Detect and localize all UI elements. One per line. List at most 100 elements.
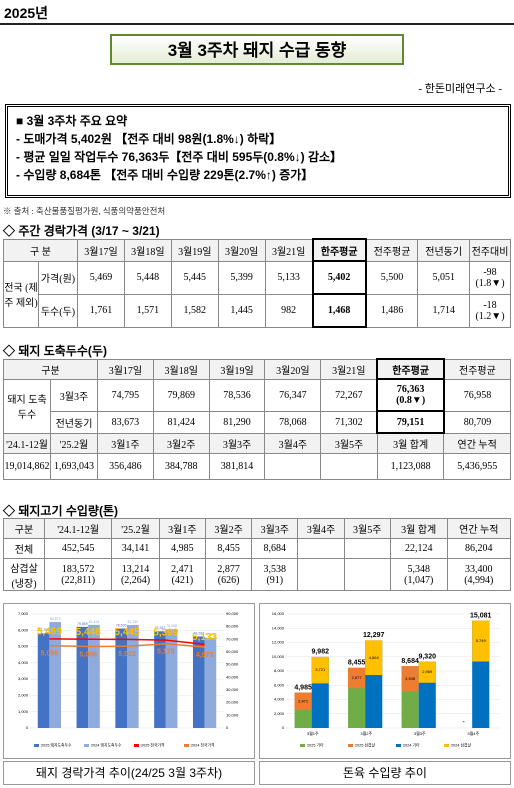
row: 전년동기 83,673 81,424 81,290 78,068 71,302 79,151… [4,410,511,434]
cell: 3월18일 [152,358,210,380]
cell: 356,486 [97,452,154,480]
y-tick-label: 5,000 [18,644,29,649]
cell-text: 연간 누적 [459,525,499,536]
row: 구분 3월17일 3월18일 3월19일 3월20일 3월21일 한주평균 전주평균 [3,358,511,380]
cell-text: 4,985 [171,543,194,554]
cell: 5,469 [77,260,125,295]
bar-label: 4,985 [294,684,312,691]
chart-caption: 돈육 수입량 추이 [259,761,511,785]
cell: '24.1-12월 [3,432,51,454]
cell: 3월 합계 [389,518,448,539]
x-tick-label: 3월1주 [307,730,319,736]
cell: 3월19일 [208,358,266,380]
bar-label: 81,290 [127,620,138,624]
row: 19,014,862 1,693,043 356,486 384,788 381,814… [3,452,511,480]
row: '24.1-12월 '25.2월 3월1주 3월2주 3월3주 3월4주 3월5주 3월 합계… [3,432,511,454]
cell: 2,471 (421) [158,558,206,591]
cell-text: (2,264) [120,574,151,586]
segment-label: 2,877 [352,675,363,680]
cell-text: 두수(두) [40,307,76,318]
bar [192,636,205,728]
cell: 가격(원) [38,260,78,295]
cell: 전년동기 [417,238,470,262]
cell-text: 81,290 [223,416,251,428]
y-tick-label: 14,000 [272,625,285,630]
segment-label: 2,969 [422,669,433,674]
cell: 80,709 [443,410,511,434]
y-tick-label: 7,000 [18,611,29,616]
cell [320,452,378,480]
cell-text: 34,141 [121,543,150,554]
cell-text: 전주대비 [471,246,509,258]
cell: 71,302 [320,410,378,434]
cell: 78,068 [264,410,322,434]
cell-text: 3월17일 [84,246,118,258]
cell-text: 5,133 [277,272,300,283]
cell-text: 3월19일 [178,246,212,258]
point-label: 5,022 [118,651,136,658]
legend-label: 2025 전국가격 [141,743,165,748]
price-chart: 0 1,000 2,000 3,000 4,000 5,000 6,000 7,000 0 10,… [3,603,255,759]
legend-label: 2024 전국가격 [191,743,215,748]
bar-segment [418,661,436,683]
x-tick-label: 3월4주 [467,730,479,736]
summary: ■ 3월 3주차 주요 요약 - 도매가격 5,402원 【전주 대비 98원(… [5,104,511,198]
segment-label: 3,721 [315,667,326,672]
cell-text: 384,788 [164,460,198,472]
cell-text: 3월1주 [168,525,197,536]
cell: 384,788 [152,452,210,480]
cell: 구 분 [3,238,78,262]
segment-label: 4,864 [369,655,380,660]
cell-text: 81,424 [167,416,195,428]
legend-swatch [34,744,39,747]
cell-text: 76,363 [396,384,425,395]
cell: 연간 누적 [443,432,511,454]
cell: 76,958 [443,378,511,412]
cell: 2,877 (626) [204,558,253,591]
cell: '25.2월 [111,518,160,539]
cell-text: 356,486 [109,460,142,472]
cell: 3월1주 [97,432,154,454]
cell-text: 3월 합계 [401,525,437,536]
cell: 전주대비 [469,238,511,262]
cell: 34,141 [111,538,160,559]
cell-text: 전년동기 [55,418,93,430]
cell: 전년동기 [50,410,98,434]
bar-label: 76,347 [155,626,166,630]
cell-text: 3월17일 [108,365,143,377]
cell-text: 8,455 [217,543,240,554]
cell-text: 452,545 [61,543,95,554]
cell: 3월21일 [320,358,378,380]
cell-text: 5,051 [432,272,455,283]
cell: 3월5주 [320,432,378,454]
cell: 3월21일 [264,238,314,262]
row: 구 분 3월17일 3월18일 3월19일 3월20일 3월21일 한주평균 전주평균 전년동기… [3,238,511,262]
y-tick-label: 10,000 [272,654,285,659]
y2-tick-label: 50,000 [226,662,239,667]
point-label: 5,448 [76,627,101,638]
cell-text: 구분 [14,525,34,536]
y-tick-label: 2,000 [274,711,285,716]
point-label: 5,133 [192,632,217,643]
cell-text: 1,761 [89,305,113,316]
legend-swatch [396,744,401,747]
cell: -98 (1.8▼) [469,260,511,295]
cell: 한주평균 [376,358,445,380]
legend-swatch [84,744,89,747]
legend-swatch [348,744,353,747]
cell-text: 71,302 [335,416,363,428]
y2-tick-label: 80,000 [226,624,239,629]
cell: 381,814 [208,452,266,480]
cell: 86,204 [446,538,512,559]
cell: 33,400 (4,994) [446,558,512,591]
y-tick-label: 8,000 [274,668,285,673]
bar [127,625,139,728]
bar-label: 9,320 [418,653,436,660]
cell: 1,571 [123,293,172,328]
segment-label: 3,538 [405,676,416,681]
cell [297,558,345,591]
bar-label: 78,068 [166,624,177,628]
row: 돼지 도축두수 3월3주 74,795 79,869 78,536 76,347 72,26… [3,378,511,434]
cell-text: 3월3주 [59,391,89,403]
point-label: 5,056 [41,651,59,658]
